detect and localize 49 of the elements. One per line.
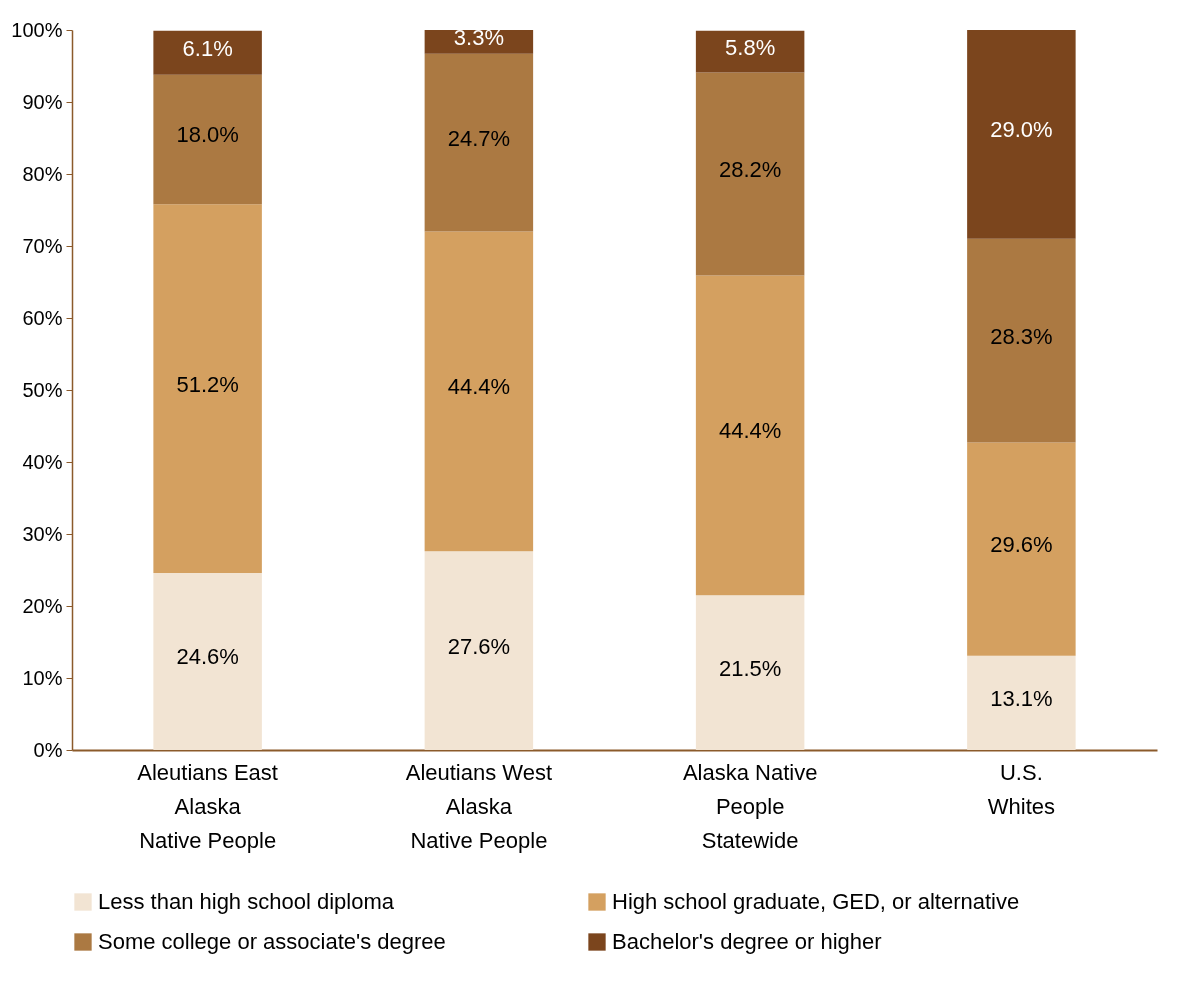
y-tick-label: 100% xyxy=(11,18,63,41)
legend-label: Some college or associate's degree xyxy=(98,929,446,954)
data-label: 44.4% xyxy=(718,418,782,444)
x-tick-label: Aleutians West Alaska Native People xyxy=(405,759,553,853)
bar xyxy=(695,595,805,750)
bar xyxy=(424,551,534,750)
y-tick-label: 90% xyxy=(22,90,63,113)
data-label: 44.4% xyxy=(447,374,511,400)
legend-label: High school graduate, GED, or alternative xyxy=(612,889,1020,914)
data-label: 28.2% xyxy=(718,157,782,182)
bar xyxy=(153,30,262,75)
y-tick-label: 10% xyxy=(22,666,63,689)
data-label: 29.6% xyxy=(990,532,1053,558)
data-label: 13.1% xyxy=(990,685,1053,711)
data-label: 6.1% xyxy=(182,35,233,61)
y-tick-label: 0% xyxy=(33,738,63,761)
legend-label: Less than high school diploma xyxy=(98,889,395,914)
data-label: 21.5% xyxy=(718,655,782,681)
bar xyxy=(695,72,805,276)
bar xyxy=(695,275,805,596)
x-tick-label: Alaska Native People Statewide xyxy=(682,759,818,853)
y-tick-label: 50% xyxy=(22,378,63,401)
data-label: 24.6% xyxy=(176,644,239,670)
data-label: 24.7% xyxy=(447,125,511,151)
bar xyxy=(153,74,262,205)
y-tick-label: 80% xyxy=(22,162,63,185)
x-tick-label: U.S. Whites xyxy=(987,759,1055,819)
y-tick-label: 60% xyxy=(22,306,63,329)
data-label: 27.6% xyxy=(447,633,511,659)
data-label: 51.2% xyxy=(176,371,239,397)
y-tick-label: 30% xyxy=(22,522,63,545)
bar xyxy=(424,53,534,232)
bar xyxy=(967,238,1076,443)
y-tick-label: 20% xyxy=(22,594,63,617)
bar xyxy=(153,572,262,750)
y-tick-label: 70% xyxy=(22,234,63,257)
bar xyxy=(424,231,534,552)
legend-label: Bachelor's degree or higher xyxy=(612,929,882,954)
y-tick-label: 40% xyxy=(22,450,63,473)
data-label: 28.3% xyxy=(990,323,1053,349)
data-label: 18.0% xyxy=(176,122,239,148)
bar xyxy=(153,204,262,573)
bar xyxy=(967,30,1076,239)
bar xyxy=(967,655,1076,750)
x-tick-label: Aleutians East Alaska Native People xyxy=(137,759,278,853)
data-label: 29.0% xyxy=(990,117,1053,143)
bar xyxy=(967,442,1076,656)
data-label: 3.3% xyxy=(453,24,504,50)
data-label: 5.8% xyxy=(725,34,776,60)
